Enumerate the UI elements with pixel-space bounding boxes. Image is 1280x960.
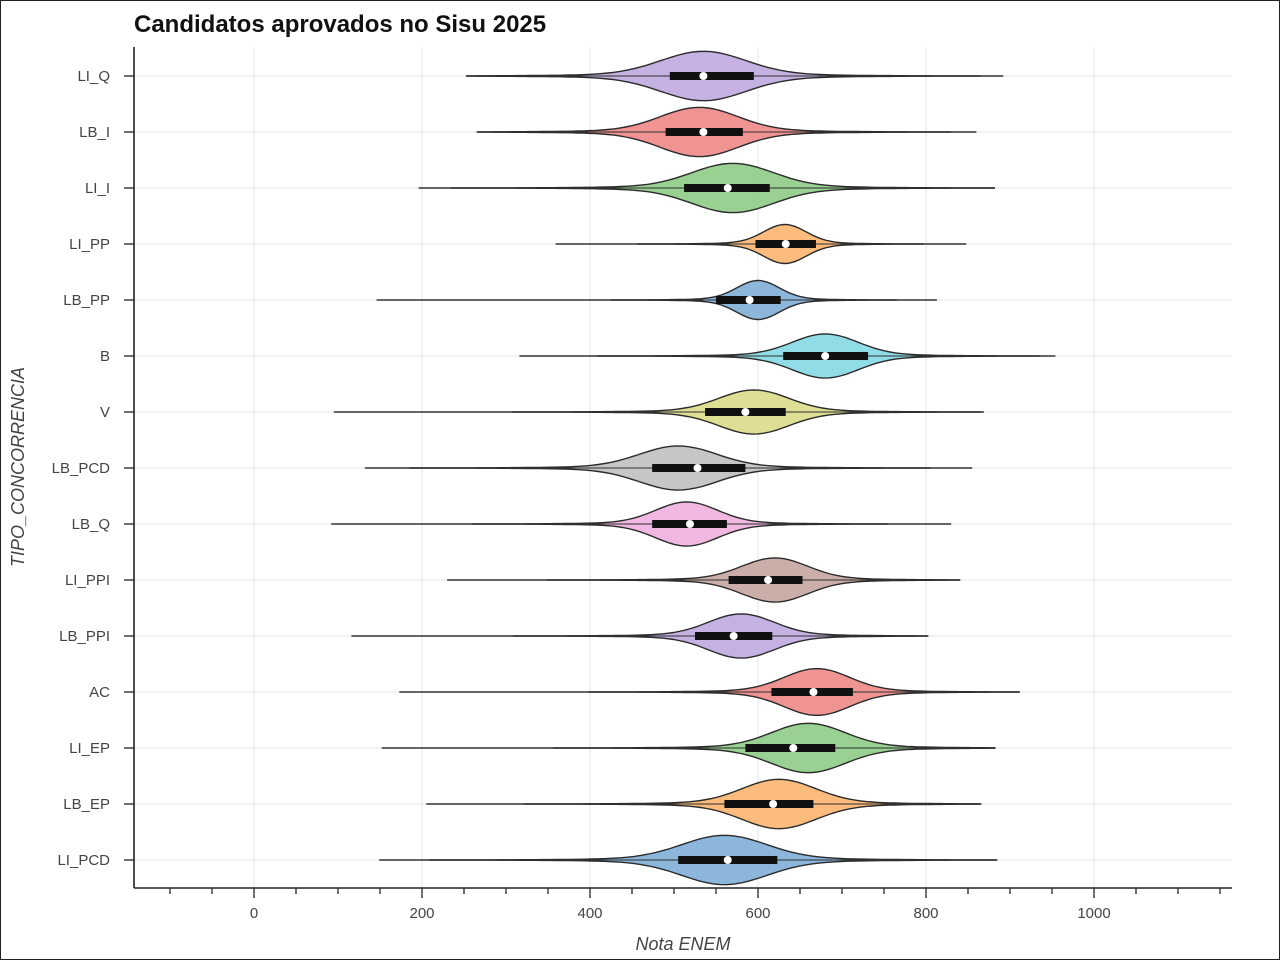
y-tick-label: LI_EP	[69, 740, 110, 757]
y-tick-label: LI_PP	[69, 236, 110, 253]
y-tick-label: LB_PCD	[52, 460, 111, 477]
y-tick-label: AC	[89, 684, 110, 701]
median-point	[745, 296, 754, 304]
median-point	[769, 800, 778, 808]
y-tick-label: B	[100, 348, 110, 365]
iqr-box	[669, 72, 754, 80]
median-point	[699, 128, 708, 136]
x-tick-label: 200	[409, 905, 434, 922]
median-point	[723, 184, 732, 192]
y-tick-label: LI_PPI	[65, 572, 110, 589]
median-point	[789, 744, 798, 752]
x-tick-label: 600	[745, 905, 770, 922]
y-tick-label: V	[100, 404, 110, 421]
chart-title: Candidatos aprovados no Sisu 2025	[134, 11, 547, 38]
y-tick-label: LB_PP	[63, 292, 110, 309]
x-tick-label: 1000	[1077, 905, 1110, 922]
median-point	[729, 632, 738, 640]
x-axis-label: Nota ENEM	[635, 934, 730, 954]
median-point	[821, 352, 830, 360]
median-point	[781, 240, 790, 248]
y-tick-label: LI_PCD	[57, 852, 110, 869]
y-tick-label: LI_Q	[77, 68, 110, 85]
y-tick-label: LI_I	[85, 180, 110, 197]
y-axis-label: TIPO_CONCORRENCIA	[8, 367, 28, 567]
median-point	[809, 688, 818, 696]
x-tick-label: 800	[913, 905, 938, 922]
y-tick-label: LB_PPI	[59, 628, 110, 645]
y-tick-label: LB_EP	[63, 796, 110, 813]
median-point	[685, 520, 694, 528]
median-point	[693, 464, 702, 472]
y-tick-label: LB_Q	[72, 516, 110, 533]
median-point	[764, 576, 773, 584]
median-point	[723, 856, 732, 864]
median-point	[699, 72, 708, 80]
x-tick-label: 400	[577, 905, 602, 922]
y-tick-label: LB_I	[79, 124, 110, 141]
median-point	[741, 408, 750, 416]
x-tick-label: 0	[250, 905, 258, 922]
iqr-box	[724, 800, 814, 808]
